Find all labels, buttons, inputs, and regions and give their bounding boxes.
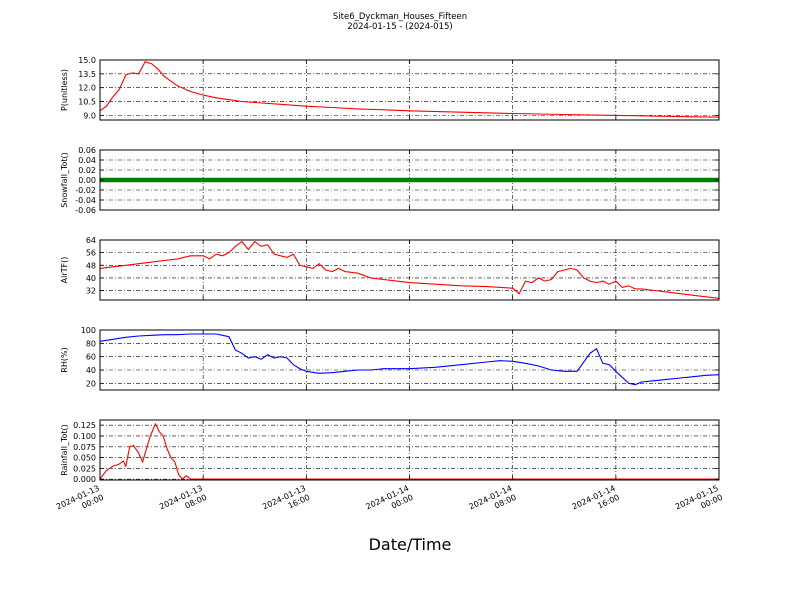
y-tick-label: -0.06	[75, 206, 96, 215]
figure-subtitle: 2024-01-15 - (2024-015)	[347, 22, 452, 32]
panel-2: -0.06-0.04-0.020.000.020.040.06 Snowfall_…	[60, 146, 720, 215]
figure-title: Site6_Dyckman_Houses_Fifteen	[333, 12, 467, 22]
y-tick-label: 64	[86, 236, 96, 245]
y-tick-label: 15.0	[78, 56, 96, 65]
panels: 9.0 10.5 12.0 13.5 15.0 P(unitless) -0.06-0.04…	[60, 56, 720, 484]
y-tick-label: 20	[86, 379, 96, 388]
y-tick-label: 0.00	[78, 176, 96, 185]
x-tick-label: 2024-01-1308:00	[158, 484, 208, 521]
series-line	[99, 333, 720, 386]
y-tick-label: 0.06	[78, 146, 96, 155]
y-tick-label: 56	[86, 249, 96, 258]
x-axis-label: Date/Time	[369, 535, 452, 554]
y-tick-label: 0.025	[73, 464, 96, 473]
x-tick-label: 2024-01-1300:00	[55, 484, 105, 521]
series-line	[99, 61, 720, 118]
y-tick-label: 9.0	[83, 111, 96, 120]
x-tick-label: 2024-01-1316:00	[261, 484, 311, 521]
y-axis-label: P(unitless)	[60, 69, 69, 111]
y-tick-label: 40	[86, 366, 96, 375]
y-tick-label: -0.04	[75, 196, 96, 205]
y-tick-label: 0.04	[78, 156, 96, 165]
y-axis-label: RH(%)	[60, 347, 69, 372]
y-tick-label: 100	[81, 326, 96, 335]
y-tick-label: 40	[86, 274, 96, 283]
series-line	[99, 240, 720, 299]
x-tick-label: 2024-01-1400:00	[364, 484, 414, 521]
y-axis-label: Rainfall_Tot()	[60, 424, 69, 476]
y-tick-label: 10.5	[78, 98, 96, 107]
y-tick-label: 0.125	[73, 421, 96, 430]
y-tick-label: -0.02	[75, 186, 96, 195]
y-tick-label: 0.075	[73, 443, 96, 452]
x-tick-label: 2024-01-1408:00	[468, 484, 518, 521]
panel-4: 20 40 60 80 100 RH(%)	[60, 326, 720, 391]
y-tick-label: 0.000	[73, 475, 96, 484]
x-tick-label: 2024-01-1416:00	[571, 484, 621, 521]
y-tick-label: 12.0	[78, 84, 96, 93]
panel-1: 9.0 10.5 12.0 13.5 15.0 P(unitless)	[60, 56, 720, 121]
y-axis-label: AirTF()	[60, 257, 69, 284]
x-tick-label: 2024-01-1500:00	[674, 484, 724, 521]
y-tick-label: 32	[86, 287, 96, 296]
y-tick-label: 0.02	[78, 166, 96, 175]
y-tick-label: 48	[86, 261, 96, 270]
y-tick-label: 60	[86, 353, 96, 362]
y-tick-label: 0.100	[73, 432, 96, 441]
y-axis-label: Snowfall_Tot()	[60, 152, 69, 208]
y-tick-label: 13.5	[78, 70, 96, 79]
series-line	[99, 422, 719, 480]
x-axis-tick-labels: 2024-01-1300:00 2024-01-1308:00 2024-01-13…	[55, 484, 724, 521]
y-tick-label: 0.050	[73, 454, 96, 463]
y-tick-label: 80	[86, 339, 96, 348]
panel-3: 32 40 48 56 64 AirTF()	[60, 236, 720, 301]
